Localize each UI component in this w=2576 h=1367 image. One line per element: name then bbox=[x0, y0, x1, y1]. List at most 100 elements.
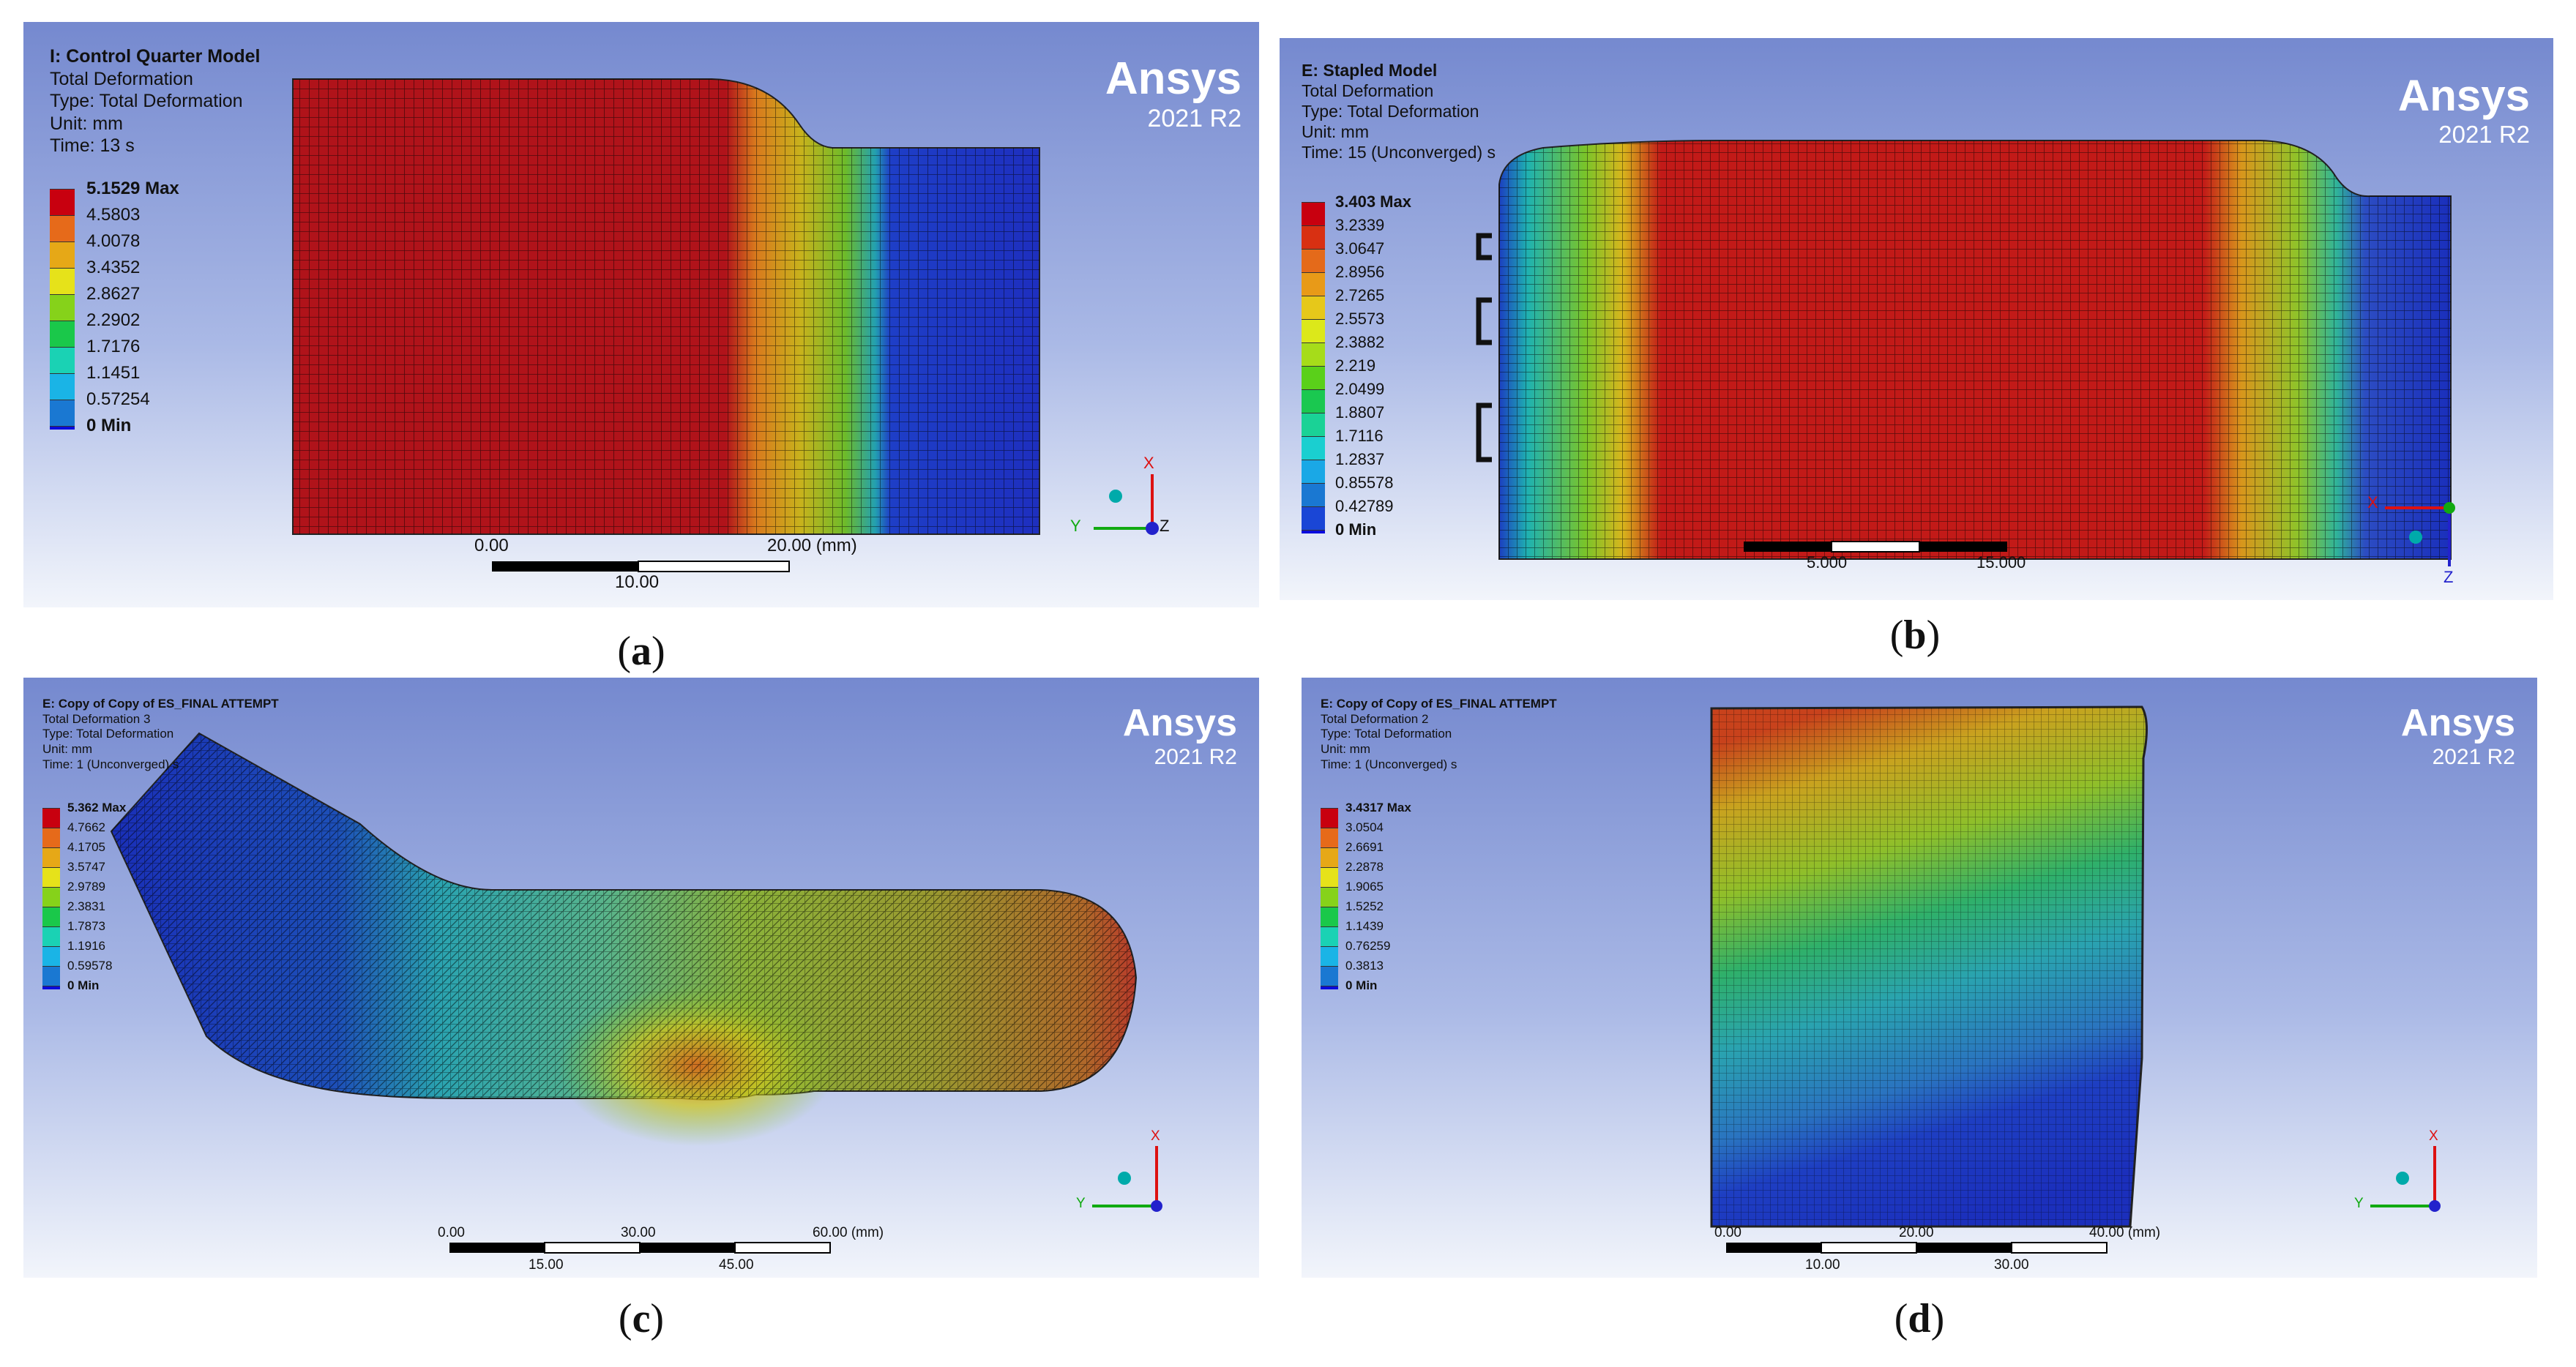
scale-bar-dark bbox=[449, 1243, 545, 1253]
legend-swatch bbox=[1321, 907, 1338, 927]
result-time: Time: 1 (Unconverged) s bbox=[42, 757, 179, 771]
caption-a: (a) bbox=[617, 629, 665, 674]
brand-logo: Ansys 2021 R2 bbox=[1123, 701, 1237, 770]
legend-swatch bbox=[1321, 867, 1338, 888]
legend-label: 0.76259 bbox=[1345, 938, 1391, 953]
scale-bar-light bbox=[1831, 541, 1920, 553]
legend-label: 1.1451 bbox=[86, 362, 141, 383]
legend-swatch bbox=[42, 966, 60, 986]
result-name: Total Deformation 3 bbox=[42, 711, 151, 726]
scale-label: 0.00 bbox=[438, 1225, 465, 1240]
scale-bar-light bbox=[544, 1242, 641, 1254]
scale-bar-light bbox=[638, 561, 790, 572]
legend-label: 2.7265 bbox=[1335, 285, 1385, 304]
legend-label: 3.403 Max bbox=[1335, 192, 1411, 211]
legend-swatch bbox=[1302, 319, 1325, 343]
legend-label: 0.42789 bbox=[1335, 496, 1394, 515]
caption-d: (d) bbox=[1894, 1296, 1945, 1341]
axis-x-label: X bbox=[2429, 1128, 2438, 1144]
legend-swatch bbox=[1302, 342, 1325, 367]
scale-label: 0.00 bbox=[1714, 1225, 1741, 1240]
scale-bar-dark bbox=[1919, 542, 2007, 552]
legend-swatch bbox=[1321, 966, 1338, 986]
legend-swatch bbox=[50, 189, 75, 216]
legend-label: 3.5747 bbox=[67, 859, 105, 874]
legend-swatch bbox=[42, 828, 60, 848]
scale-bar-dark bbox=[1726, 1243, 1821, 1253]
legend-label: 4.0078 bbox=[86, 231, 141, 251]
scale-bar-light bbox=[734, 1242, 831, 1254]
axis-x-label: X bbox=[1143, 454, 1154, 472]
legend-swatch bbox=[1321, 808, 1338, 828]
axis-z-label: Z bbox=[2444, 568, 2454, 586]
legend-label: 3.0504 bbox=[1345, 820, 1384, 834]
result-info: E: Copy of Copy of ES_FINAL ATTEMPT Tota… bbox=[42, 697, 279, 773]
model-view bbox=[110, 732, 1162, 1254]
result-info: I: Control Quarter Model Total Deformati… bbox=[50, 45, 261, 157]
scale-label: 10.00 bbox=[615, 572, 660, 592]
brand-name: Ansys bbox=[1105, 53, 1242, 104]
legend-swatch bbox=[42, 926, 60, 947]
brand-version: 2021 R2 bbox=[2438, 121, 2530, 148]
result-info: E: Stapled Model Total Deformation Type:… bbox=[1302, 60, 1496, 162]
scale-label: 20.00 bbox=[1899, 1225, 1934, 1240]
analysis-title: I: Control Quarter Model bbox=[50, 46, 261, 67]
staple-marks bbox=[1476, 233, 1492, 462]
brand-name: Ansys bbox=[2400, 702, 2515, 744]
legend-label: 0.57254 bbox=[86, 389, 150, 409]
scale-bar-dark bbox=[492, 561, 638, 572]
legend-swatch bbox=[42, 847, 60, 868]
result-type: Type: Total Deformation bbox=[50, 91, 243, 111]
axis-x-label: X bbox=[2367, 493, 2378, 512]
legend-label: 1.7176 bbox=[86, 336, 141, 356]
legend-label: 2.5573 bbox=[1335, 309, 1385, 328]
legend-swatch bbox=[50, 241, 75, 269]
panel-a: I: Control Quarter Model Total Deformati… bbox=[23, 22, 1259, 607]
brand-version: 2021 R2 bbox=[2432, 745, 2515, 769]
result-unit: Unit: mm bbox=[42, 742, 92, 757]
scale-label: 20.00 (mm) bbox=[767, 536, 857, 555]
result-time: Time: 13 s bbox=[50, 135, 135, 156]
scale-label: 30.00 bbox=[621, 1225, 656, 1240]
legend-label: 1.1916 bbox=[67, 938, 105, 953]
scale-label: 15.00 bbox=[529, 1257, 564, 1273]
legend-swatch bbox=[50, 294, 75, 321]
brand-version: 2021 R2 bbox=[1154, 745, 1237, 769]
scale-bar-dark bbox=[1916, 1243, 2012, 1253]
model-view bbox=[1710, 705, 2441, 1254]
result-name: Total Deformation 2 bbox=[1321, 711, 1429, 726]
analysis-title: E: Stapled Model bbox=[1302, 61, 1438, 80]
legend-label: 2.2878 bbox=[1345, 859, 1384, 874]
legend-label: 0 Min bbox=[1345, 978, 1378, 992]
result-type: Type: Total Deformation bbox=[1321, 727, 1452, 741]
legend-swatch bbox=[42, 946, 60, 967]
legend-swatch bbox=[1302, 225, 1325, 250]
legend-label: 3.4352 bbox=[86, 257, 141, 277]
legend-label: 2.2902 bbox=[86, 310, 141, 330]
legend-swatch bbox=[42, 887, 60, 907]
result-name: Total Deformation bbox=[50, 68, 193, 89]
scale-label: 5.000 bbox=[1807, 553, 1848, 572]
legend-swatch bbox=[42, 986, 60, 989]
analysis-title: E: Copy of Copy of ES_FINAL ATTEMPT bbox=[42, 697, 279, 711]
legend-label: 1.7873 bbox=[67, 918, 105, 933]
legend-swatch bbox=[1302, 202, 1325, 226]
panel-b: E: Stapled Model Total Deformation Type:… bbox=[1280, 38, 2553, 600]
scale-label: 0.00 bbox=[474, 536, 509, 555]
caption-b: (b) bbox=[1889, 613, 1941, 658]
axis-x-label: X bbox=[1151, 1128, 1160, 1144]
legend-label: 2.6691 bbox=[1345, 839, 1384, 854]
axis-y-label: Y bbox=[1070, 517, 1081, 535]
legend-swatch bbox=[50, 215, 75, 242]
result-info: E: Copy of Copy of ES_FINAL ATTEMPT Tota… bbox=[1321, 697, 1557, 773]
legend-swatch bbox=[1321, 946, 1338, 967]
legend-label: 2.8956 bbox=[1335, 262, 1385, 281]
brand-version: 2021 R2 bbox=[1147, 105, 1242, 132]
legend-swatch bbox=[1321, 887, 1338, 907]
model-view bbox=[292, 78, 1159, 572]
model-view bbox=[1476, 140, 2455, 566]
legend-label: 4.1705 bbox=[67, 839, 105, 854]
result-time: Time: 15 (Unconverged) s bbox=[1302, 143, 1496, 162]
axis-y-label: Y bbox=[2354, 1196, 2364, 1211]
axis-y-label: Y bbox=[1076, 1196, 1086, 1211]
